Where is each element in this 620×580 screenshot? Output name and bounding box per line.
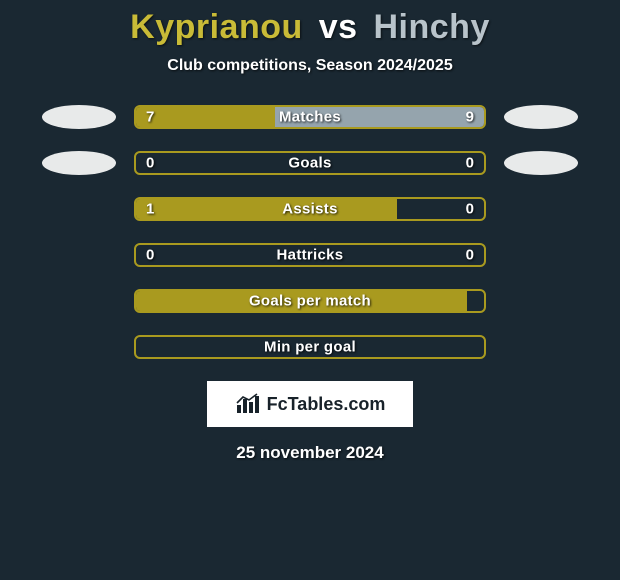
stat-row: 0 0Hattricks	[0, 243, 620, 267]
stat-bar: 0 0Goals	[134, 151, 486, 175]
stat-bar: 0 0Hattricks	[134, 243, 486, 267]
bar-fill-left	[136, 107, 275, 127]
date: 25 november 2024	[0, 443, 620, 463]
stat-row: Goals per match	[0, 289, 620, 313]
player2-badge	[504, 151, 578, 175]
stat-value-left: 0	[146, 247, 154, 264]
stat-row: 0 0Goals	[0, 151, 620, 175]
comparison-card: Kyprianou vs Hinchy Club competitions, S…	[0, 0, 620, 580]
vs-text: vs	[319, 8, 358, 46]
brand-badge: FcTables.com	[207, 381, 413, 427]
stat-label: Hattricks	[136, 247, 484, 264]
stat-value-right: 0	[466, 201, 474, 218]
stat-bar: Min per goal	[134, 335, 486, 359]
stat-row: 10Assists	[0, 197, 620, 221]
bar-fill-left	[136, 199, 397, 219]
stat-value-right: 0	[466, 247, 474, 264]
stat-bar: Goals per match	[134, 289, 486, 313]
stat-bar: 10Assists	[134, 197, 486, 221]
player2-badge	[504, 105, 578, 129]
stat-value-right: 0	[466, 155, 474, 172]
bar-fill-left	[136, 291, 467, 311]
stat-value-left: 0	[146, 155, 154, 172]
stat-rows: 79Matches00Goals10Assists00HattricksGoal…	[0, 105, 620, 359]
player1-badge	[42, 105, 116, 129]
player1-name: Kyprianou	[130, 8, 303, 46]
chart-icon	[235, 393, 261, 415]
brand-text: FcTables.com	[267, 394, 386, 415]
stat-bar: 79Matches	[134, 105, 486, 129]
stat-label: Goals	[136, 155, 484, 172]
player2-name: Hinchy	[374, 8, 490, 46]
page-title: Kyprianou vs Hinchy	[0, 8, 620, 47]
stat-label: Min per goal	[136, 339, 484, 356]
subtitle: Club competitions, Season 2024/2025	[0, 57, 620, 75]
stat-row: 79Matches	[0, 105, 620, 129]
player1-badge	[42, 151, 116, 175]
bar-fill-right	[275, 107, 484, 127]
stat-row: Min per goal	[0, 335, 620, 359]
